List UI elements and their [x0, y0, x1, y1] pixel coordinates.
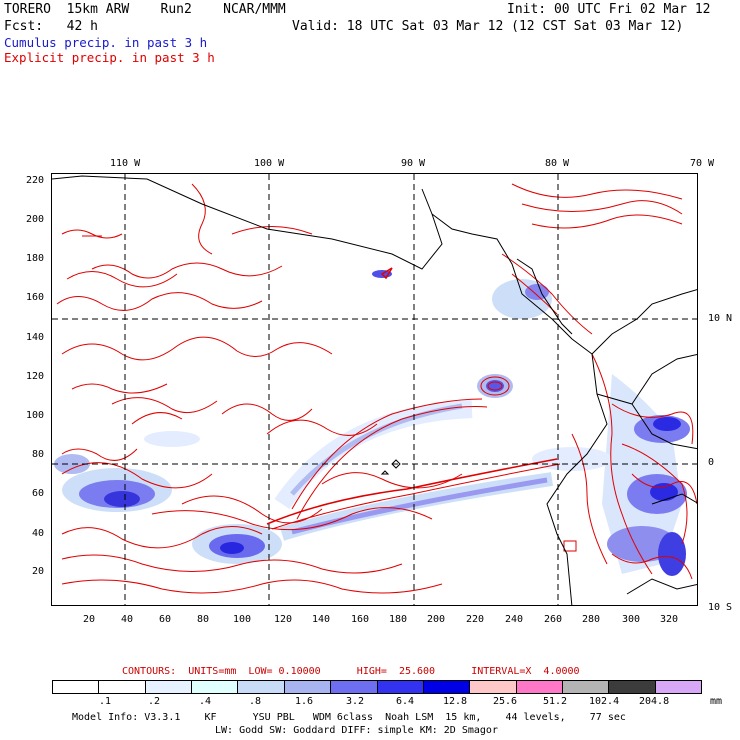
colorbar-label: .2	[148, 696, 161, 707]
colorbar-label: .1	[99, 696, 112, 707]
x-tick-label: 260	[544, 614, 563, 625]
physics-info: LW: Godd SW: Goddard DIFF: simple KM: 2D…	[215, 725, 498, 736]
contours-info: CONTOURS: UNITS=mm LOW= 0.10000 HIGH= 25…	[122, 666, 580, 677]
colorbar-swatch	[470, 681, 517, 693]
colorbar-label: 102.4	[589, 696, 620, 707]
colorbar-swatch	[238, 681, 285, 693]
explicit-precip-label: Explicit precip. in past 3 h	[4, 50, 215, 65]
colorbar-swatch	[99, 681, 146, 693]
colorbar-label: 6.4	[396, 696, 415, 707]
colorbar-swatch	[562, 681, 610, 693]
colorbar-swatch	[53, 681, 100, 693]
x-tick-label: 160	[351, 614, 370, 625]
x-tick-label: 80	[197, 614, 210, 625]
lat-label-10s: 10 S	[708, 602, 733, 613]
x-tick-label: 180	[389, 614, 408, 625]
colorbar-swatch	[145, 681, 193, 693]
colorbar-label: 51.2	[543, 696, 568, 707]
lon-label-70w: 70 W	[690, 158, 715, 169]
x-tick-label: 100	[233, 614, 252, 625]
forecast-hour: Fcst: 42 h	[4, 19, 98, 34]
y-tick-label: 20	[32, 566, 45, 577]
lon-label-100w: 100 W	[254, 158, 285, 169]
lon-label-80w: 80 W	[545, 158, 570, 169]
colorbar-swatch	[192, 681, 239, 693]
valid-time: Valid: 18 UTC Sat 03 Mar 12 (12 CST Sat …	[292, 19, 684, 34]
colorbar-label: 25.6	[493, 696, 518, 707]
colorbar-unit: mm	[710, 696, 723, 707]
colorbar-swatch	[609, 681, 656, 693]
x-tick-label: 220	[466, 614, 485, 625]
colorbar-swatch	[331, 681, 378, 693]
x-tick-label: 120	[274, 614, 293, 625]
y-tick-label: 120	[26, 371, 45, 382]
colorbar-label: 3.2	[346, 696, 365, 707]
y-tick-label: 100	[26, 410, 45, 421]
precip-colorbar	[52, 680, 702, 694]
x-tick-label: 300	[622, 614, 641, 625]
lon-label-90w: 90 W	[401, 158, 426, 169]
x-tick-label: 60	[159, 614, 172, 625]
colorbar-label: .4	[199, 696, 212, 707]
x-tick-label: 40	[121, 614, 134, 625]
lat-label-0: 0	[708, 457, 715, 468]
model-title: TORERO 15km ARW Run2 NCAR/MMM	[4, 2, 286, 17]
y-tick-label: 180	[26, 253, 45, 264]
y-tick-label: 80	[32, 449, 45, 460]
x-tick-label: 320	[660, 614, 679, 625]
y-tick-label: 40	[32, 528, 45, 539]
cumulus-precip-field	[54, 270, 690, 576]
explicit-precip-contours	[56, 183, 697, 594]
colorbar-label: 1.6	[295, 696, 314, 707]
cumulus-precip-label: Cumulus precip. in past 3 h	[4, 35, 208, 50]
y-tick-label: 200	[26, 214, 45, 225]
y-tick-label: 60	[32, 488, 45, 499]
y-tick-label: 220	[26, 175, 45, 186]
model-info: Model Info: V3.3.1 KF YSU PBL WDM 6class…	[72, 712, 626, 723]
precip-map	[51, 173, 698, 606]
x-tick-label: 140	[312, 614, 331, 625]
x-tick-label: 280	[582, 614, 601, 625]
x-tick-label: 20	[83, 614, 96, 625]
lat-lon-grid	[52, 174, 697, 605]
precip-map-canvas	[52, 174, 697, 605]
colorbar-swatch	[655, 681, 702, 693]
init-time: Init: 00 UTC Fri 02 Mar 12	[507, 2, 711, 17]
colorbar-label: 12.8	[443, 696, 468, 707]
colorbar-label: .8	[249, 696, 262, 707]
colorbar-swatch	[516, 681, 563, 693]
y-tick-label: 160	[26, 292, 45, 303]
x-tick-label: 240	[505, 614, 524, 625]
colorbar-swatch	[377, 681, 424, 693]
x-tick-label: 200	[427, 614, 446, 625]
y-tick-label: 140	[26, 332, 45, 343]
lon-label-110w: 110 W	[110, 158, 141, 169]
colorbar-swatch	[284, 681, 332, 693]
lat-label-10n: 10 N	[708, 313, 733, 324]
colorbar-swatch	[423, 681, 471, 693]
colorbar-label: 204.8	[639, 696, 670, 707]
